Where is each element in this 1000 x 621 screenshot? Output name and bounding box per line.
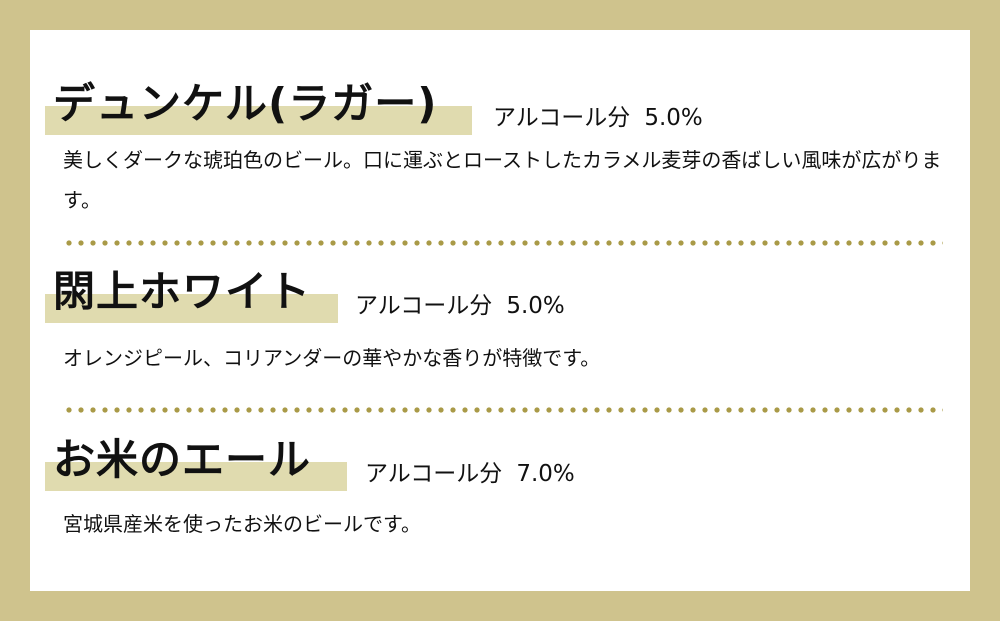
beer-name: 閖上ホワイト (53, 267, 312, 316)
beer-description: オレンジピール、コリアンダーの華やかな香りが特徴です。 (63, 346, 601, 370)
alcohol-content: アルコール分 7.0% (365, 461, 575, 487)
alcohol-content: アルコール分 5.0% (493, 105, 703, 131)
beer-description: 美しくダークな琥珀色のビール。口に運ぶとローストしたカラメル麦芽の香ばしい風味が… (63, 148, 942, 212)
beer-item-yuriage-white: 閖上ホワイト アルコール分 5.0% オレンジピール、コリアンダーの華やかな香りが… (45, 264, 955, 413)
title-highlight (45, 294, 338, 323)
alcohol-content: アルコール分 5.0% (355, 293, 565, 319)
beer-item-rice-ale: お米のエール アルコール分 7.0% 宮城県産米を使ったお米のビールです。 (45, 430, 955, 536)
beer-name: デュンケル(ラガー) (53, 79, 438, 128)
beer-name: お米のエール (53, 435, 312, 484)
title-highlight (45, 106, 472, 135)
beer-item-dunkel: デュンケル(ラガー) アルコール分 5.0% 美しくダークな琥珀色のビール。口に運… (45, 68, 955, 246)
beer-list-card: デュンケル(ラガー) アルコール分 5.0% 美しくダークな琥珀色のビール。口に運… (30, 30, 970, 591)
dotted-divider (63, 240, 943, 246)
beer-description: 宮城県産米を使ったお米のビールです。 (63, 512, 421, 536)
dotted-divider (63, 407, 943, 413)
title-highlight (45, 462, 347, 491)
